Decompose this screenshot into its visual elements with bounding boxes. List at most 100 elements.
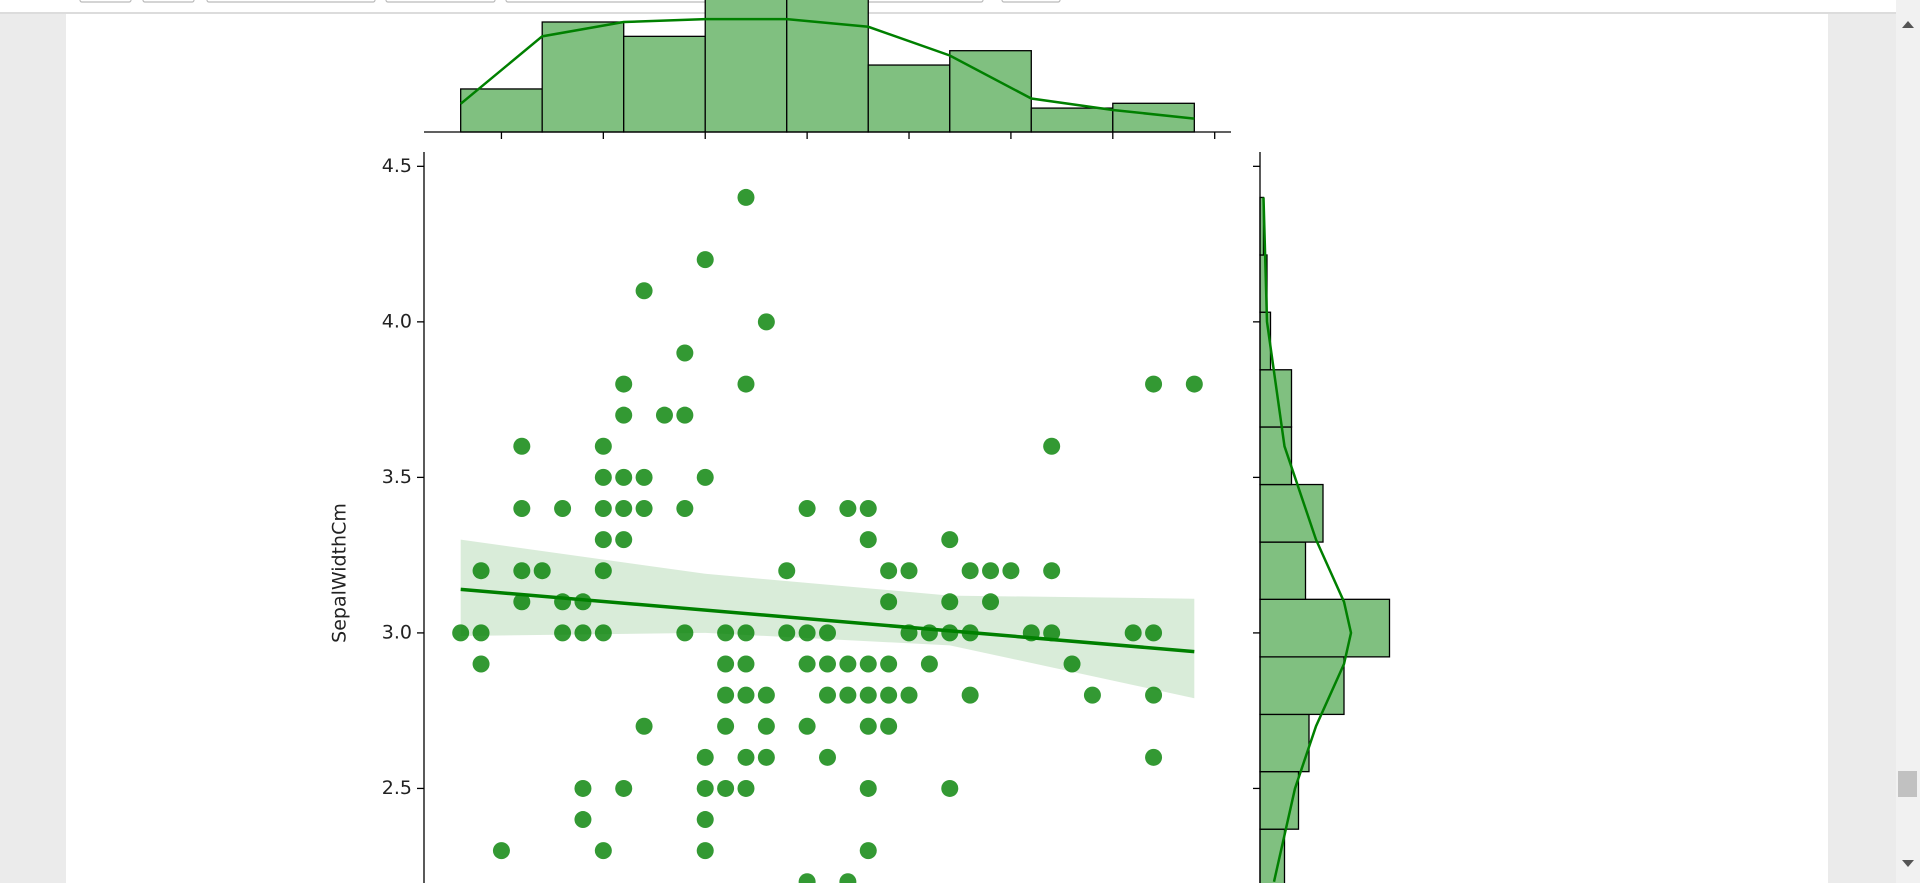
scatter-point xyxy=(880,686,898,704)
scatter-point xyxy=(594,842,612,860)
scatter-point xyxy=(574,593,592,611)
scatter-point xyxy=(717,779,735,797)
scatter-point xyxy=(859,686,877,704)
scatter-point xyxy=(513,562,531,580)
scatter-point xyxy=(492,842,510,860)
scatter-point xyxy=(737,188,755,206)
scatter-point xyxy=(859,842,877,860)
scatter-point xyxy=(594,531,612,549)
marginal-y-bar xyxy=(1259,713,1310,773)
toolbar-shadow xyxy=(0,12,1896,14)
scatter-point xyxy=(513,437,531,455)
scatter-point xyxy=(615,531,633,549)
scatter-point xyxy=(1145,375,1163,393)
scatter-point xyxy=(859,779,877,797)
scatter-point xyxy=(696,748,714,766)
scatter-point xyxy=(655,406,673,424)
scroll-up[interactable] xyxy=(1902,21,1914,28)
toolbar-button[interactable] xyxy=(784,0,984,3)
marginal-x-bar xyxy=(623,35,706,133)
scatter-point xyxy=(472,562,490,580)
toolbar-button[interactable] xyxy=(1001,0,1061,3)
scatter-point xyxy=(920,655,938,673)
scatter-point xyxy=(574,624,592,642)
y-tick-label: 3.0 xyxy=(382,621,412,643)
scatter-point xyxy=(472,655,490,673)
scatter-point xyxy=(696,811,714,829)
scatter-point xyxy=(1185,375,1203,393)
scatter-point xyxy=(880,655,898,673)
marginal-y-bar xyxy=(1259,656,1345,716)
scatter-point xyxy=(737,748,755,766)
scatter-point xyxy=(819,686,836,704)
scatter-point xyxy=(798,624,816,642)
scatter-point xyxy=(900,562,918,580)
joint-plot: SepalWidthCm 2.5 3.0 3.5 4.0 4.5 xyxy=(329,0,1391,883)
scatter-point xyxy=(798,655,816,673)
scatter-point xyxy=(859,717,877,735)
scatter-point xyxy=(982,562,1000,580)
scatter-point xyxy=(1145,748,1163,766)
scatter-point xyxy=(859,655,877,673)
scatter-point xyxy=(880,593,898,611)
scatter-point xyxy=(1063,655,1081,673)
scatter-point xyxy=(696,842,714,860)
scatter-point xyxy=(941,624,959,642)
scatter-point xyxy=(676,344,694,362)
scatter-point xyxy=(696,251,714,269)
scatter-point xyxy=(737,686,755,704)
scatter-point xyxy=(798,873,816,883)
scatter-point xyxy=(798,499,816,517)
scatter-point xyxy=(941,531,959,549)
scatter-point xyxy=(717,624,735,642)
scatter-point xyxy=(635,468,653,486)
scatter-point xyxy=(900,686,918,704)
scatter-point xyxy=(880,562,898,580)
scatter-point xyxy=(757,717,775,735)
marginal-x-bar xyxy=(867,64,951,133)
toolbar xyxy=(0,0,1896,12)
scatter-point xyxy=(941,593,959,611)
scatter-point xyxy=(839,873,857,883)
scatter-point xyxy=(594,624,612,642)
scatter-point xyxy=(1043,437,1061,455)
scatter-point xyxy=(696,468,714,486)
scatter-point xyxy=(635,282,653,300)
scatter-point xyxy=(961,686,979,704)
scatter-point xyxy=(1083,686,1101,704)
toolbar-button[interactable] xyxy=(206,0,376,3)
scrollbar[interactable] xyxy=(1896,0,1920,883)
scatter-point xyxy=(982,593,1000,611)
scatter-point xyxy=(757,748,775,766)
scatter-point xyxy=(676,406,694,424)
scroll-down[interactable] xyxy=(1902,860,1914,867)
scatter-point xyxy=(594,562,612,580)
scatter-point xyxy=(778,562,796,580)
y-tick-label: 4.0 xyxy=(382,310,412,332)
y-axis-label: SepalWidthCm xyxy=(329,503,351,643)
marginal-y-bar xyxy=(1259,369,1293,428)
scatter-point xyxy=(1124,624,1142,642)
scatter-point xyxy=(615,406,633,424)
scatter-point xyxy=(1145,624,1163,642)
toolbar-button[interactable] xyxy=(385,0,496,3)
scatter-point xyxy=(635,717,653,735)
marginal-x-bar xyxy=(460,88,543,133)
scatter-point xyxy=(554,499,572,517)
scroll-thumb[interactable] xyxy=(1898,771,1917,797)
scatter-point xyxy=(839,686,857,704)
scatter-point xyxy=(594,437,612,455)
scatter-point xyxy=(574,811,592,829)
scatter-point xyxy=(717,686,735,704)
scatter-point xyxy=(513,499,531,517)
marginal-y-bar xyxy=(1259,541,1307,600)
y-tick-label: 2.5 xyxy=(382,777,412,799)
toolbar-button[interactable] xyxy=(142,0,195,3)
scatter-point xyxy=(737,375,755,393)
toolbar-button[interactable] xyxy=(505,0,775,3)
scatter-point xyxy=(513,593,531,611)
marginal-x-kde xyxy=(459,17,1195,120)
toolbar-button[interactable] xyxy=(79,0,132,3)
